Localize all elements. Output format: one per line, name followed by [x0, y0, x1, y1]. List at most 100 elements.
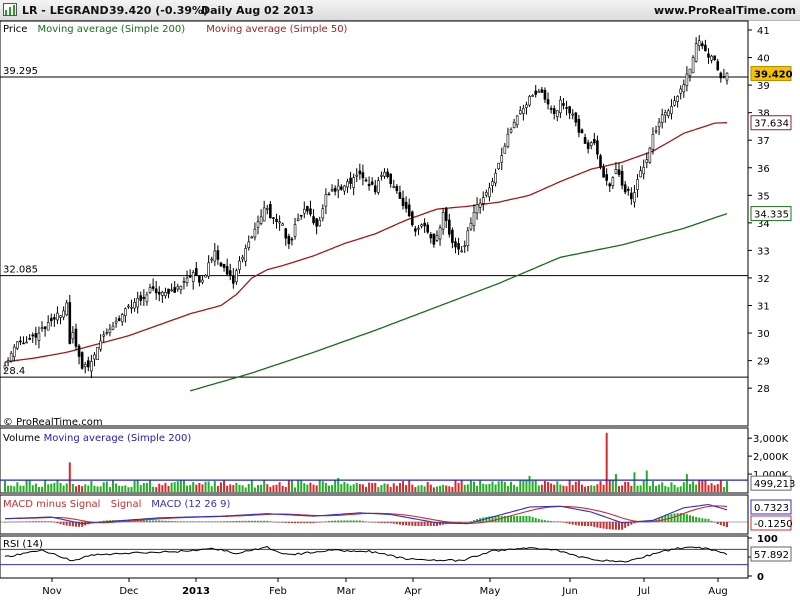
- macd-hist-bar: [294, 522, 297, 524]
- candle: [130, 307, 133, 309]
- macd-hist-bar: [37, 521, 40, 522]
- volume-bar: [423, 486, 426, 492]
- macd-hist-bar: [472, 520, 475, 522]
- candle: [164, 291, 167, 297]
- candle: [253, 228, 257, 238]
- candle: [383, 171, 386, 177]
- macd-hist-bar: [469, 521, 472, 522]
- candle: [438, 227, 442, 240]
- candle: [259, 216, 263, 224]
- macd-hist-bar: [269, 521, 272, 522]
- candle: [694, 43, 698, 62]
- volume-bar: [587, 486, 590, 492]
- candle: [423, 222, 426, 227]
- volume-bar: [602, 484, 605, 492]
- volume-bar: [315, 485, 318, 492]
- candle: [28, 338, 31, 340]
- candle: [463, 245, 467, 248]
- macd-hist-bar: [352, 520, 355, 522]
- candle: [373, 185, 377, 193]
- candle: [370, 181, 374, 185]
- volume-bar: [74, 486, 77, 492]
- volume-bar: [90, 481, 93, 492]
- candle: [404, 201, 408, 209]
- volume-bar: [53, 483, 56, 492]
- macd-hist-bar: [257, 520, 260, 522]
- candle: [586, 142, 590, 149]
- candle: [395, 186, 399, 192]
- macd-hist-bar: [65, 522, 68, 526]
- volume-bar: [340, 484, 343, 492]
- volume-bar: [559, 484, 562, 492]
- volume-bar: [176, 481, 179, 492]
- volume-bar: [405, 485, 408, 492]
- volume-bar: [611, 479, 614, 492]
- candle: [170, 289, 173, 292]
- candle: [124, 308, 127, 316]
- price-legend-2: Moving average (Simple 50): [206, 24, 347, 35]
- macd-hist-bar: [707, 518, 710, 522]
- candle: [16, 341, 19, 349]
- macd-hist-bar: [411, 522, 414, 526]
- macd-hist-bar: [28, 521, 31, 522]
- candle: [241, 256, 244, 260]
- volume-bar: [618, 486, 621, 492]
- macd-hist-bar: [136, 520, 139, 522]
- macd-hist-bar: [361, 520, 364, 522]
- volume-bar: [355, 482, 358, 492]
- macd-hist-bar: [56, 522, 59, 524]
- volume-bar: [28, 479, 31, 492]
- volume-bar: [7, 485, 10, 492]
- price-tick-label: 40: [757, 54, 770, 65]
- macd-hist-bar: [182, 521, 185, 522]
- volume-bar: [127, 487, 130, 492]
- candle: [290, 238, 294, 241]
- volume-bar: [457, 482, 460, 492]
- candle: [642, 167, 645, 175]
- macd-hist-bar: [525, 516, 528, 522]
- candle: [340, 186, 343, 190]
- candle: [522, 108, 525, 114]
- volume-bar: [170, 482, 173, 492]
- macd-hist-bar: [41, 521, 44, 522]
- candle: [361, 172, 365, 179]
- candle: [478, 202, 482, 208]
- chart-icon[interactable]: [3, 3, 17, 16]
- volume-bar: [562, 485, 565, 492]
- volume-bar: [343, 481, 346, 492]
- macd-hist-bar: [596, 522, 599, 528]
- candle: [133, 302, 136, 309]
- candle: [614, 169, 618, 174]
- candle: [639, 170, 642, 178]
- candle: [688, 68, 692, 76]
- volume-bar: [260, 484, 263, 492]
- macd-hist-bar: [260, 520, 263, 522]
- macd-hist-bar: [568, 522, 571, 524]
- volume-bar: [701, 480, 704, 492]
- price-tick-label: 33: [757, 246, 770, 257]
- volume-bar: [605, 432, 608, 492]
- candle: [247, 241, 251, 249]
- rsi-badge: 57.892: [754, 550, 789, 561]
- volume-bar: [713, 485, 716, 492]
- candle: [204, 274, 207, 278]
- price-legend-0: Price: [3, 24, 27, 35]
- candle: [6, 360, 10, 363]
- candle: [275, 218, 278, 222]
- volume-bar: [87, 485, 90, 492]
- macd-hist-bar: [726, 522, 728, 528]
- volume-bar: [44, 480, 47, 492]
- price-tick-label: 35: [757, 191, 770, 202]
- macd-hist-bar: [599, 522, 602, 529]
- volume-bar: [275, 484, 278, 492]
- macd-hist-bar: [420, 522, 423, 526]
- candle: [636, 179, 639, 190]
- volume-bar: [195, 484, 198, 492]
- volume-bar: [306, 484, 309, 492]
- macd-hist-bar: [179, 521, 182, 522]
- candle: [611, 177, 615, 187]
- candle: [148, 287, 152, 293]
- volume-bar: [334, 479, 337, 492]
- volume-bar: [124, 485, 127, 492]
